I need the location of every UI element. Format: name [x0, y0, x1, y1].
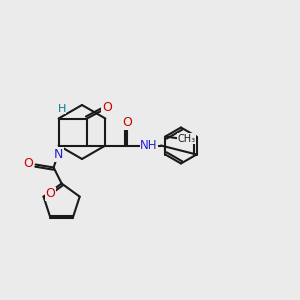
Text: O: O — [46, 187, 56, 200]
Text: H: H — [57, 103, 66, 113]
Text: O: O — [102, 101, 112, 114]
Text: NH: NH — [140, 139, 158, 152]
Text: O: O — [122, 116, 132, 129]
Text: CH₃: CH₃ — [177, 134, 195, 143]
Text: O: O — [24, 157, 34, 170]
Text: N: N — [54, 148, 63, 161]
